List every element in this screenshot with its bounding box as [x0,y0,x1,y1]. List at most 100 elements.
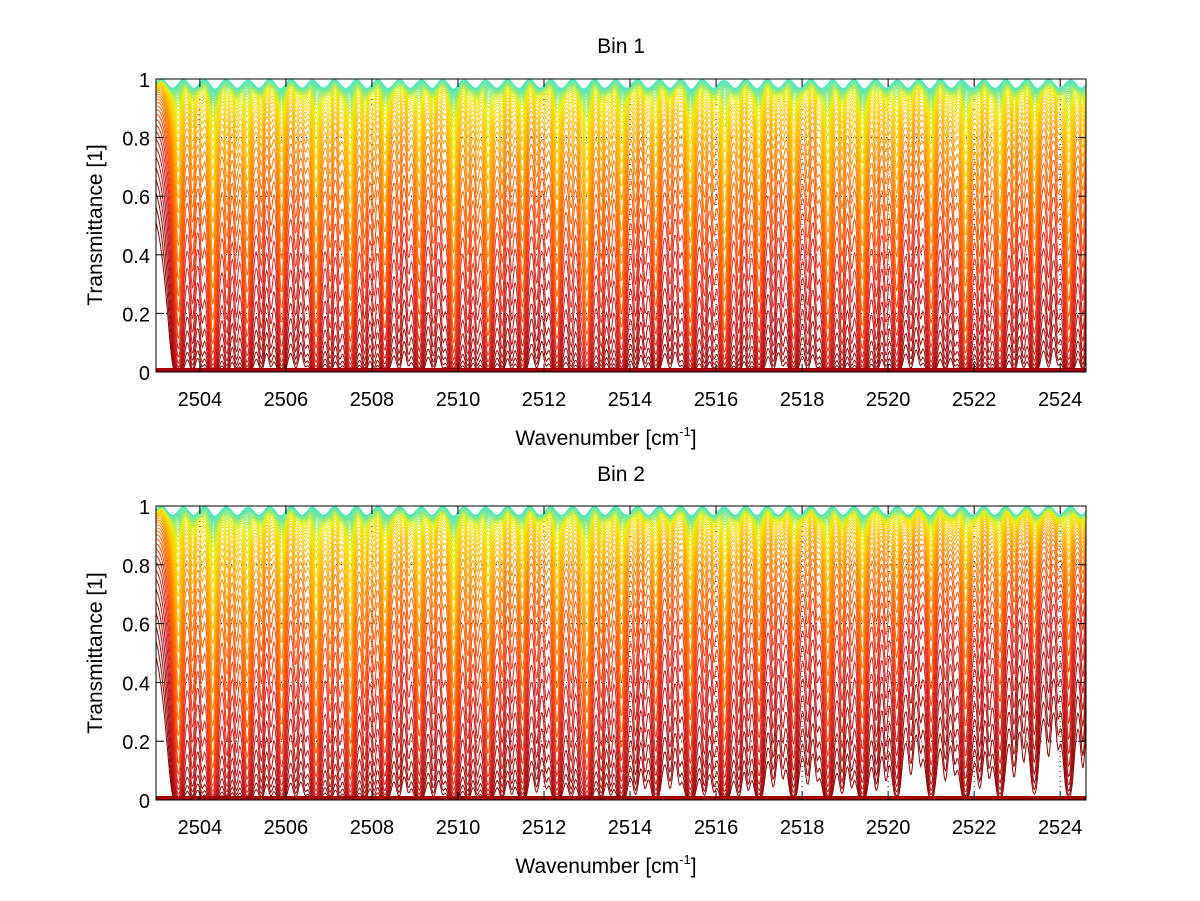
x-axis-label: Wavenumber [cm-1] [515,852,696,878]
transmittance-curve [155,517,1087,660]
transmittance-curve [155,507,1087,543]
x-tick-label: 2504 [178,817,223,839]
x-tick-label: 2520 [866,817,911,839]
transmittance-curve [155,538,1087,769]
transmittance-curve [155,83,1087,153]
transmittance-curve [155,516,1087,645]
y-ticks: 0 0.2 0.4 0.6 0.8 1 [122,70,1086,385]
transmittance-curve [155,113,1087,347]
transmittance-curve [155,131,1087,367]
transmittance-curve [155,81,1087,129]
transmittance-curve [155,506,1087,530]
transmittance-curve [155,84,1087,171]
transmittance-curve [155,511,1087,593]
curves [155,79,1087,372]
x-tick-label: 2506 [264,817,309,839]
x-tick-label: 2510 [436,817,481,839]
x-tick-label: 2518 [780,389,825,411]
x-tick-label: 2512 [522,389,567,411]
transmittance-curve [155,507,1087,539]
transmittance-curve [155,96,1087,275]
transmittance-curve [155,543,1087,780]
axes-box [155,78,1087,373]
transmittance-curve [155,85,1087,183]
transmittance-curve [155,554,1087,793]
y-tick-label: 0.4 [122,673,150,695]
transmittance-curve [155,102,1087,308]
transmittance-curve [155,79,1087,103]
x-tick-label: 2508 [350,389,395,411]
transmittance-curve [155,506,1087,517]
transmittance-curve [155,530,1087,742]
transmittance-curve [155,506,1087,536]
x-tick-label: 2506 [264,389,309,411]
transmittance-curve [155,91,1087,242]
transmittance-curve [155,80,1087,111]
chart-title: Bin 1 [597,35,645,58]
chart-title: Bin 2 [597,463,645,486]
y-tick-label: 0 [139,791,150,813]
transmittance-curve [155,138,1087,370]
transmittance-curve [155,93,1087,258]
transmittance-curve [155,79,1087,105]
x-tick-label: 2516 [694,389,739,411]
x-tick-label: 2524 [1038,817,1083,839]
y-tick-label: 0.4 [122,246,150,268]
transmittance-curve [155,588,1087,800]
x-tick-label: 2518 [780,817,825,839]
transmittance-curve [155,87,1087,196]
x-tick-label: 2508 [350,817,395,839]
x-tick-label: 2522 [952,389,997,411]
transmittance-curve [155,88,1087,210]
transmittance-curve [155,81,1087,136]
transmittance-curve [155,124,1087,363]
transmittance-curve [155,109,1087,335]
transmittance-curve [155,506,1087,533]
transmittance-curve [155,90,1087,226]
axes-box [155,505,1087,801]
y-tick-label: 0.6 [122,615,150,637]
transmittance-curve [155,118,1087,357]
transmittance-curve [155,509,1087,567]
transmittance-curve [155,512,1087,604]
transmittance-curve [155,79,1087,101]
transmittance-curve [155,506,1087,526]
y-tick-label: 1 [139,497,150,519]
transmittance-curve [155,519,1087,677]
y-tick-label: 0.6 [122,187,150,209]
transmittance-curve [155,510,1087,585]
transmittance-curve [155,527,1087,727]
transmittance-curve [155,514,1087,630]
transmittance-curve [156,534,1087,756]
transmittance-curve [155,79,1087,99]
x-tick-label: 2516 [694,817,739,839]
transmittance-curve [155,506,1087,528]
transmittance-curve [155,513,1087,617]
transmittance-curve [155,79,1087,90]
transmittance-curve [155,508,1087,554]
x-ticks: 2504 2506 2508 2510 2512 2514 2516 2518 2520 2522… [178,506,1083,839]
x-tick-label: 2504 [178,389,223,411]
transmittance-curve [155,548,1087,788]
y-tick-label: 0.8 [122,556,150,578]
transmittance-curve [155,83,1087,162]
y-tick-label: 0 [139,363,150,385]
transmittance-curve [155,508,1087,560]
transmittance-curve [155,80,1087,119]
transmittance-curve [155,80,1087,124]
y-tick-label: 0.2 [122,732,150,754]
transmittance-curve [155,524,1087,710]
transmittance-curve [155,80,1087,115]
transmittance-curve [155,509,1087,575]
x-ticks: 2504 2506 2508 2510 2512 2514 2516 2518 2520 2522… [178,79,1082,411]
axes-bin-1: Bin 1 2504 2506 2508 2510 2512 2514 2516 2518 25… [84,35,1087,450]
x-axis-label: Wavenumber [cm-1] [515,424,696,450]
x-tick-label: 2520 [866,389,911,411]
transmittance-curve [155,522,1087,693]
x-tick-label: 2514 [608,817,653,839]
transmittance-curve [155,105,1087,322]
transmittance-curve [155,147,1087,372]
transmittance-curve [155,79,1087,108]
y-axis-label: Transmittance [1] [84,144,107,305]
